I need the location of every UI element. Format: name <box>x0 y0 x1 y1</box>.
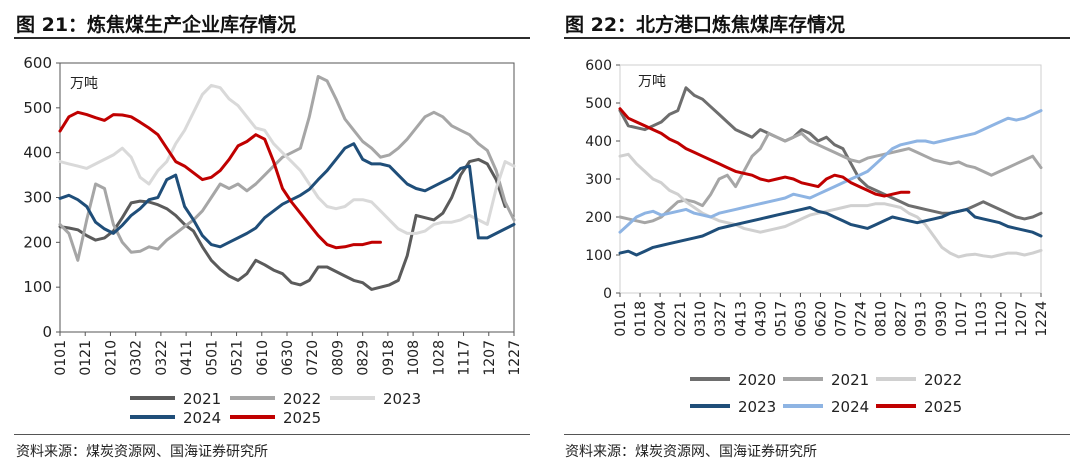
x-tick-label: 1207 <box>482 340 498 376</box>
x-tick-label: 0809 <box>330 340 346 376</box>
source-note: 资料来源：煤炭资源网、国海证券研究所 <box>16 444 268 460</box>
y-tick-label: 400 <box>23 144 52 162</box>
x-tick-label: 0413 <box>733 301 749 337</box>
x-tick-label: 0724 <box>854 301 870 337</box>
series-line-2023 <box>618 206 1043 257</box>
y-tick-label: 600 <box>585 58 612 74</box>
series-line-2021 <box>618 131 1043 225</box>
x-tick-label: 0430 <box>753 301 769 337</box>
source-note: 资料来源：煤炭资源网、国海证券研究所 <box>565 444 817 460</box>
x-tick-label: 0121 <box>78 340 94 376</box>
x-tick-label: 1117 <box>457 340 473 376</box>
x-tick-label: 0720 <box>305 340 321 376</box>
x-tick-label: 0327 <box>713 301 729 337</box>
x-tick-label: 1103 <box>974 301 990 337</box>
x-tick-label: 0310 <box>693 301 709 337</box>
y-tick-label: 500 <box>23 99 52 117</box>
y-tick-label: 200 <box>585 210 612 226</box>
chart-svg: 0 100 200 300 400 500 600 0101 0121 0210 0302 0322 0… <box>23 54 523 427</box>
x-tick-label: 0829 <box>356 340 372 376</box>
x-tick-label: 0521 <box>230 340 246 376</box>
chart-panel-left: 图 21：炼焦煤生产企业库存情况 0 100 200 300 400 500 600 0101… <box>14 14 530 460</box>
x-tick-label: 0302 <box>129 340 145 376</box>
x-tick-label: 1224 <box>1034 301 1050 337</box>
x-tick-label: 0221 <box>673 301 689 337</box>
chart-title: 图 21：炼焦煤生产企业库存情况 <box>16 14 297 36</box>
title-rule <box>14 37 530 39</box>
y-tick-label: 200 <box>23 233 52 251</box>
legend-label-2023: 2023 <box>738 398 776 416</box>
legend-label-2020: 2020 <box>738 371 776 389</box>
unit-label: 万吨 <box>638 74 666 90</box>
y-tick-label: 600 <box>23 54 52 72</box>
series-line-2025 <box>58 110 382 250</box>
y-tick-label: 0 <box>42 323 52 341</box>
y-tick-label: 0 <box>603 286 612 302</box>
x-tick-label: 1120 <box>994 301 1010 337</box>
series-line-2024 <box>618 109 1043 234</box>
series-line-2023 <box>58 83 516 235</box>
x-tick-label: 0930 <box>934 301 950 337</box>
x-tick-label: 0707 <box>834 301 850 337</box>
x-tick-label: 0913 <box>914 301 930 337</box>
series-line-2021 <box>58 157 507 291</box>
source-rule <box>14 434 530 435</box>
x-tick-label: 0630 <box>280 340 296 376</box>
series-line-2020 <box>618 86 1043 221</box>
legend-label-2022: 2022 <box>283 390 321 408</box>
unit-label: 万吨 <box>70 76 98 92</box>
x-tick-label: 0101 <box>613 301 629 337</box>
x-tick-label: 0204 <box>653 301 669 337</box>
x-tick-label: 0810 <box>874 301 890 337</box>
series-line-2025 <box>618 107 911 198</box>
x-tick-label: 1008 <box>406 340 422 376</box>
x-tick-label: 1017 <box>954 301 970 337</box>
y-tick-label: 400 <box>585 134 612 150</box>
x-tick-label: 0918 <box>381 340 397 376</box>
x-tick-label: 0610 <box>255 340 271 376</box>
legend-label-2024: 2024 <box>831 398 869 416</box>
series-line-2024 <box>58 142 516 249</box>
y-tick-label: 300 <box>585 172 612 188</box>
legend-label-2021: 2021 <box>831 371 869 389</box>
title-rule <box>564 37 1070 39</box>
legend-label-2022: 2022 <box>924 371 962 389</box>
chart-title: 图 22：北方港口炼焦煤库存情况 <box>565 14 846 36</box>
x-tick-label: 0101 <box>53 340 69 376</box>
legend-label-2025: 2025 <box>924 398 962 416</box>
x-tick-label: 0827 <box>894 301 910 337</box>
y-tick-label: 100 <box>585 248 612 264</box>
y-tick-label: 100 <box>23 278 52 296</box>
x-tick-label: 0118 <box>633 301 649 337</box>
x-tick-label: 0210 <box>103 340 119 376</box>
x-tick-label: 0501 <box>204 340 220 376</box>
series-line-2022 <box>618 152 1043 259</box>
x-tick-label: 0411 <box>179 340 195 376</box>
legend-label-2023: 2023 <box>383 390 421 408</box>
legend-label-2024: 2024 <box>183 409 221 427</box>
legend-label-2025: 2025 <box>283 409 321 427</box>
source-rule <box>564 434 1070 435</box>
x-tick-label: 1227 <box>507 340 523 376</box>
x-tick-label: 0603 <box>793 301 809 337</box>
x-tick-label: 1028 <box>431 340 447 376</box>
x-tick-label: 0322 <box>154 340 170 376</box>
legend-label-2021: 2021 <box>183 390 221 408</box>
chart-panel-right: 图 22：北方港口炼焦煤库存情况 0 100 200 300 400 500 600 0101… <box>540 0 1080 474</box>
y-tick-label: 300 <box>23 189 52 207</box>
y-tick-label: 500 <box>585 96 612 112</box>
series-line-2022 <box>58 75 516 262</box>
x-tick-label: 1207 <box>1014 301 1030 337</box>
x-tick-label: 0620 <box>813 301 829 337</box>
x-tick-label: 0517 <box>773 301 789 337</box>
